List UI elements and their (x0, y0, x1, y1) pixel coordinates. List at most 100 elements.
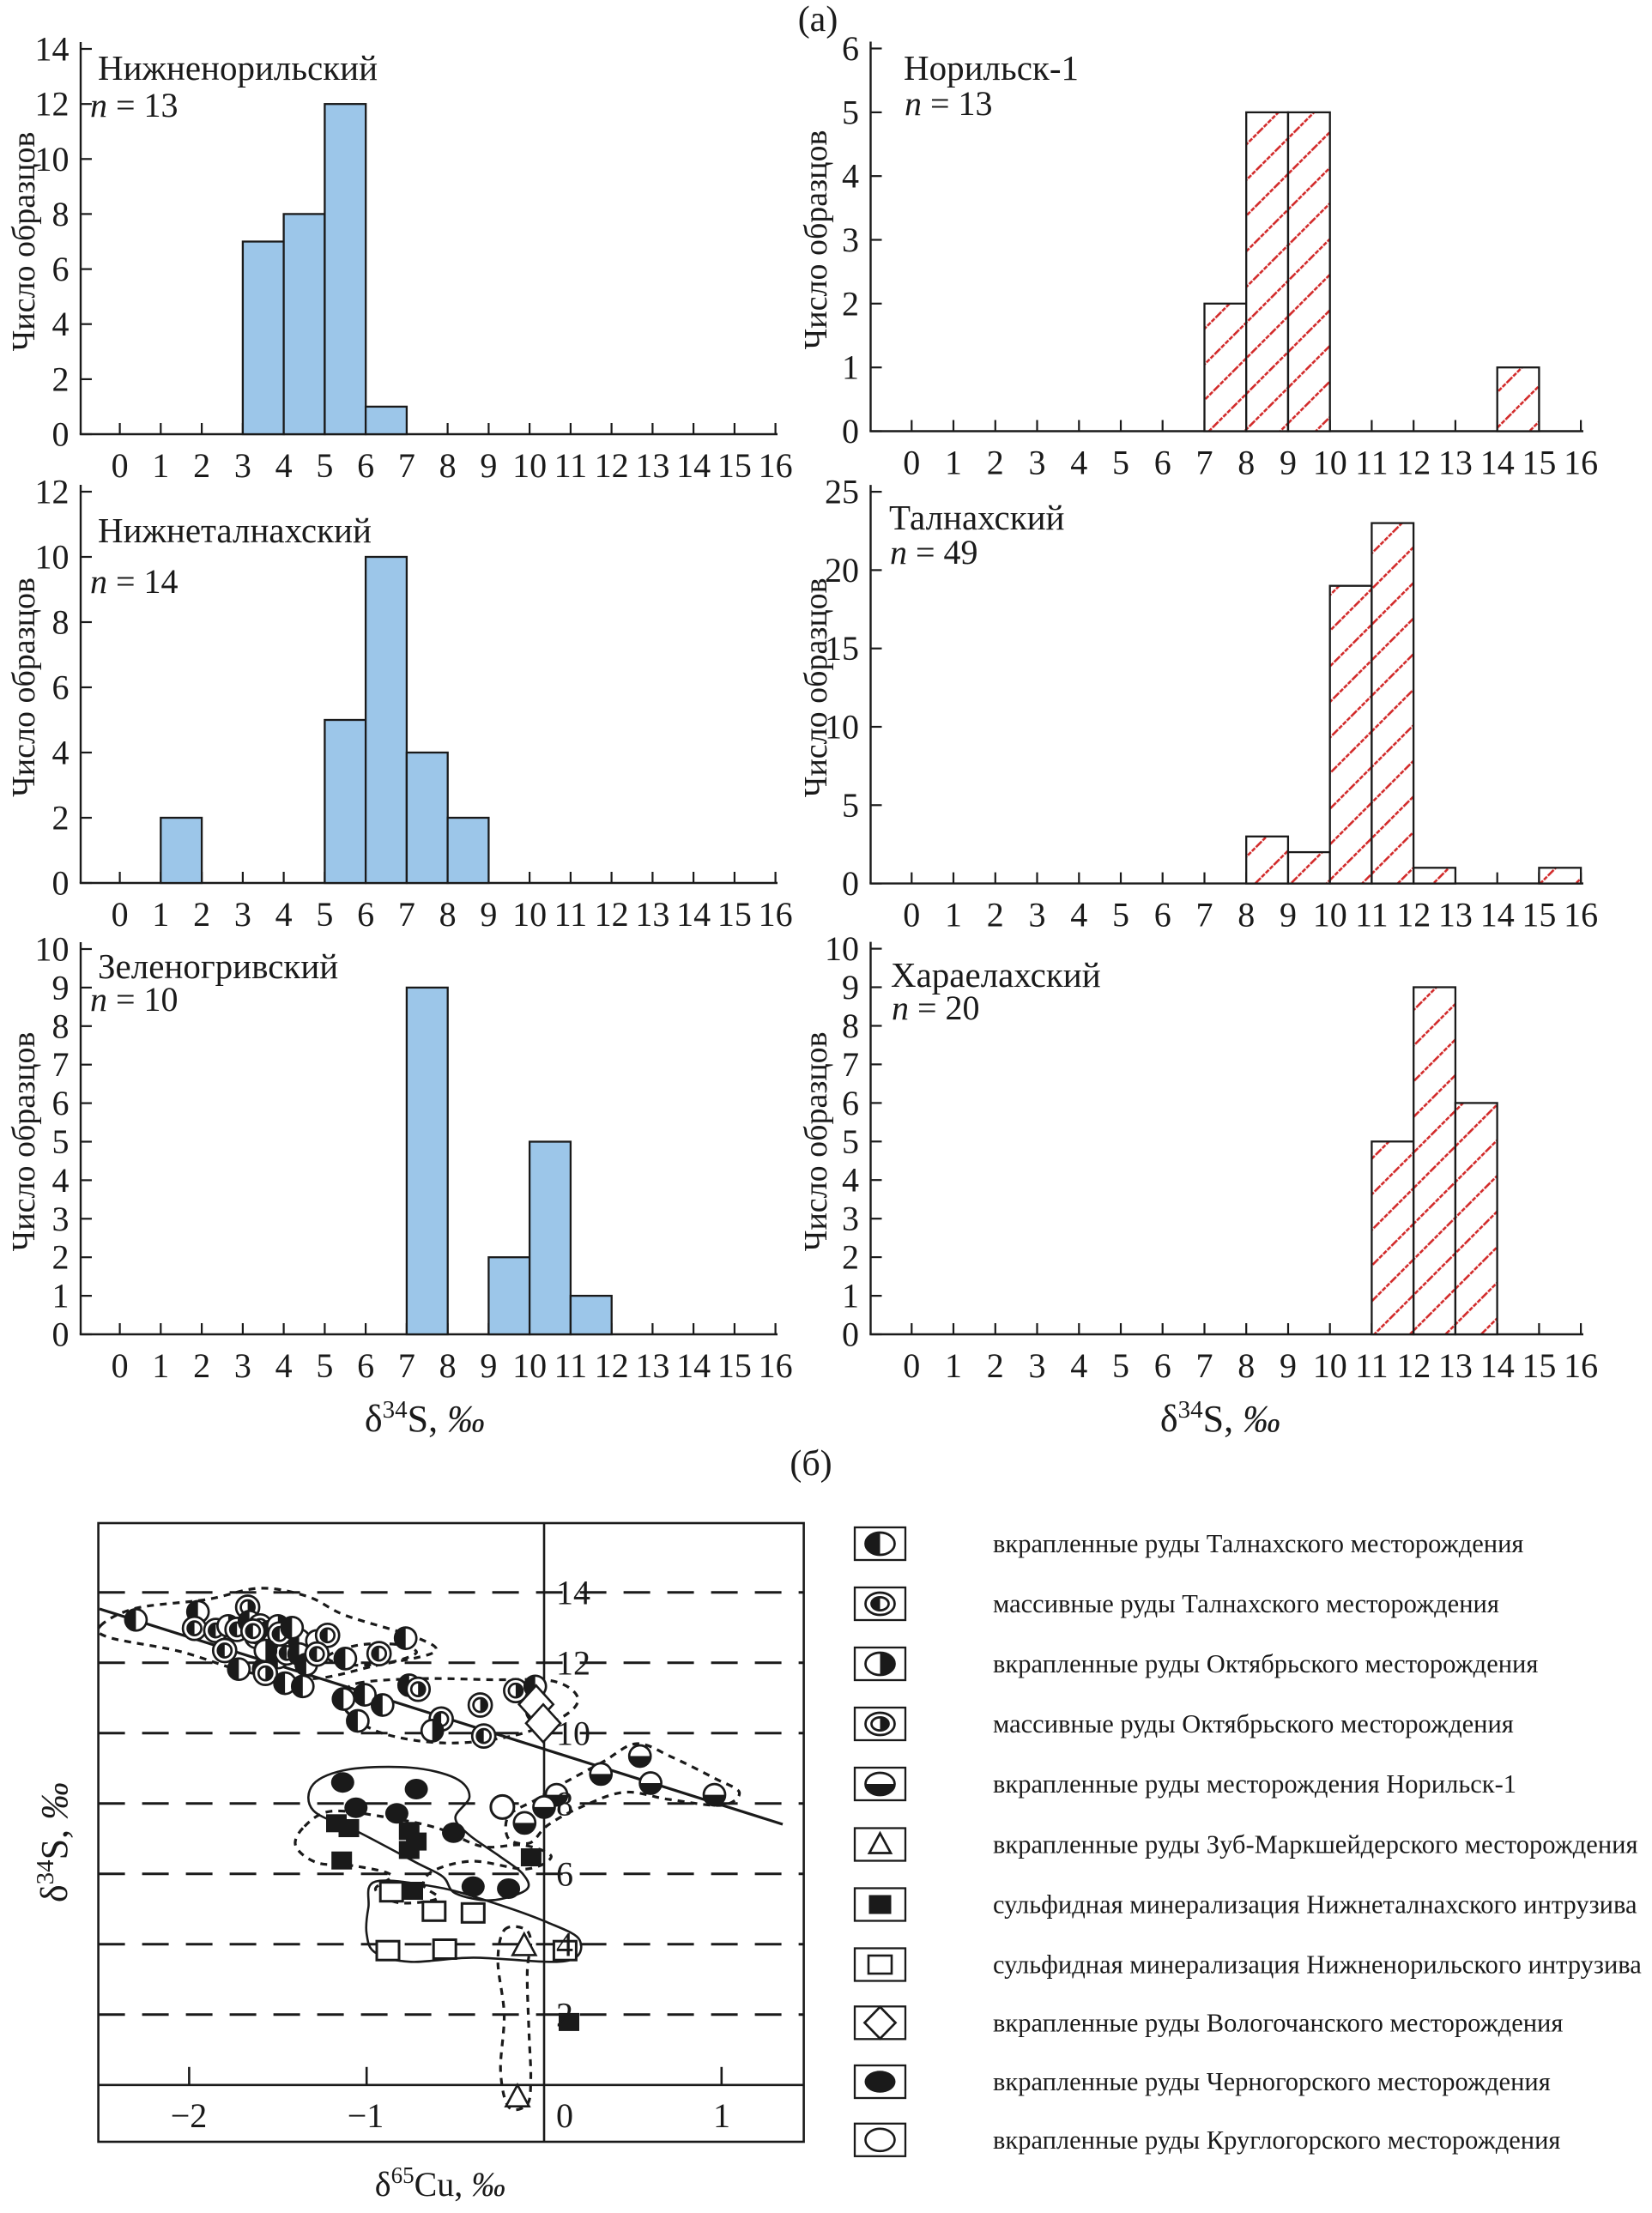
svg-text:12: 12 (595, 895, 629, 934)
svg-text:0: 0 (842, 412, 859, 450)
svg-text:4: 4 (1070, 1346, 1087, 1385)
svg-text:25: 25 (825, 473, 859, 511)
svg-text:5: 5 (1112, 444, 1129, 482)
svg-text:2: 2 (52, 360, 70, 398)
svg-text:4: 4 (842, 1161, 859, 1200)
svg-text:4: 4 (1070, 444, 1087, 482)
svg-text:5: 5 (316, 895, 333, 934)
svg-text:1: 1 (713, 2096, 730, 2135)
svg-text:1: 1 (945, 896, 962, 934)
svg-text:вкрапленные руды Октябрьского: вкрапленные руды Октябрьского месторожде… (993, 1649, 1538, 1678)
svg-text:6: 6 (357, 446, 374, 485)
svg-text:9: 9 (480, 895, 497, 934)
svg-text:4: 4 (52, 1161, 70, 1200)
svg-text:16: 16 (1564, 896, 1598, 934)
svg-text:0: 0 (903, 1346, 920, 1385)
svg-text:15: 15 (717, 895, 752, 934)
svg-text:14: 14 (676, 446, 711, 485)
svg-text:7: 7 (398, 895, 415, 934)
svg-text:16: 16 (759, 446, 793, 485)
svg-text:1: 1 (152, 895, 169, 934)
svg-text:Число образцов: Число образцов (6, 577, 42, 797)
svg-text:5: 5 (52, 1122, 70, 1161)
svg-text:Число образцов: Число образцов (798, 130, 834, 350)
svg-text:вкрапленные руды Круглогорског: вкрапленные руды Круглогорского месторож… (993, 2125, 1560, 2155)
svg-text:10: 10 (512, 446, 547, 485)
svg-text:Хараелахский: Хараелахский (891, 955, 1101, 995)
svg-text:3: 3 (842, 221, 859, 259)
svg-text:8: 8 (439, 1346, 457, 1385)
svg-text:11: 11 (554, 446, 588, 485)
svg-text:15: 15 (717, 1346, 752, 1385)
svg-text:8: 8 (1237, 444, 1255, 482)
svg-text:15: 15 (717, 446, 752, 485)
svg-text:11: 11 (554, 1346, 588, 1385)
svg-text:10: 10 (512, 895, 547, 934)
svg-text:6: 6 (52, 1084, 70, 1122)
svg-text:8: 8 (52, 1007, 70, 1045)
svg-text:10: 10 (35, 930, 70, 969)
svg-text:7: 7 (1196, 444, 1213, 482)
svg-text:0: 0 (52, 1315, 70, 1354)
svg-text:3: 3 (1029, 1346, 1046, 1385)
svg-text:вкрапленные руды Талнахского м: вкрапленные руды Талнахского месторожден… (993, 1529, 1523, 1558)
svg-text:5: 5 (842, 1122, 859, 1161)
svg-text:12: 12 (35, 473, 70, 511)
svg-text:13: 13 (635, 446, 669, 485)
svg-text:Талнахский: Талнахский (889, 498, 1065, 537)
svg-text:5: 5 (1112, 1346, 1129, 1385)
svg-text:2: 2 (193, 895, 210, 934)
svg-text:(б): (б) (790, 1444, 832, 1484)
svg-text:13: 13 (1438, 444, 1473, 482)
svg-text:8: 8 (842, 1007, 859, 1045)
svg-text:13: 13 (635, 895, 669, 934)
svg-text:2: 2 (987, 444, 1004, 482)
svg-text:массивные руды Октябрьского ме: массивные руды Октябрьского месторождени… (993, 1709, 1514, 1738)
svg-text:10: 10 (556, 1714, 590, 1753)
svg-text:9: 9 (52, 968, 70, 1007)
svg-text:14: 14 (1480, 896, 1515, 934)
svg-text:1: 1 (152, 446, 169, 485)
svg-text:1: 1 (945, 444, 962, 482)
svg-text:1: 1 (842, 1277, 859, 1315)
svg-text:(а): (а) (798, 0, 838, 39)
svg-text:3: 3 (52, 1200, 70, 1238)
svg-text:n = 14: n = 14 (90, 562, 179, 601)
svg-text:9: 9 (480, 1346, 497, 1385)
svg-text:5: 5 (316, 446, 333, 485)
svg-text:2: 2 (556, 1996, 573, 2035)
svg-text:8: 8 (439, 895, 457, 934)
svg-text:массивные руды Талнахского мес: массивные руды Талнахского месторождения (993, 1589, 1499, 1618)
svg-text:0: 0 (52, 415, 70, 454)
svg-text:3: 3 (234, 895, 251, 934)
svg-text:8: 8 (1237, 896, 1255, 934)
svg-text:1: 1 (842, 348, 859, 387)
svg-text:16: 16 (1564, 444, 1598, 482)
svg-text:12: 12 (1396, 1346, 1431, 1385)
svg-text:2: 2 (987, 1346, 1004, 1385)
svg-text:6: 6 (1154, 896, 1171, 934)
svg-text:−1: −1 (348, 2096, 384, 2135)
svg-text:6: 6 (52, 250, 70, 288)
svg-text:Число образцов: Число образцов (798, 577, 834, 797)
svg-text:0: 0 (112, 895, 129, 934)
svg-text:11: 11 (554, 895, 588, 934)
svg-text:4: 4 (842, 157, 859, 196)
svg-text:7: 7 (52, 1045, 70, 1084)
svg-text:−2: −2 (171, 2096, 208, 2135)
svg-text:6: 6 (1154, 444, 1171, 482)
svg-text:0: 0 (903, 896, 920, 934)
svg-text:8: 8 (556, 1785, 573, 1823)
svg-text:4: 4 (275, 446, 293, 485)
svg-text:n = 13: n = 13 (905, 84, 993, 123)
svg-text:4: 4 (1070, 896, 1087, 934)
svg-text:15: 15 (1522, 444, 1556, 482)
svg-text:9: 9 (842, 968, 859, 1007)
svg-text:вкрапленные руды месторождения: вкрапленные руды месторождения Норильск-… (993, 1769, 1516, 1799)
svg-text:16: 16 (759, 895, 793, 934)
svg-text:0: 0 (842, 864, 859, 903)
svg-text:9: 9 (1280, 896, 1297, 934)
svg-text:14: 14 (1480, 1346, 1515, 1385)
svg-text:10: 10 (825, 708, 859, 747)
svg-text:5: 5 (842, 786, 859, 825)
